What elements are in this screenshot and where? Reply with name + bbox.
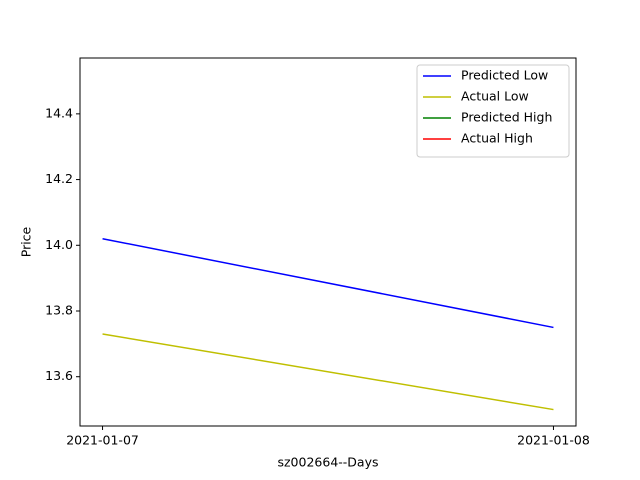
x-tick-label: 2021-01-08 — [517, 433, 590, 448]
legend-label: Predicted Low — [461, 68, 548, 83]
plot-frame — [79, 57, 577, 427]
line — [102, 237, 554, 329]
y-axis-label: Price — [19, 226, 34, 257]
line — [102, 333, 554, 411]
legend-box — [416, 64, 570, 158]
legend-label: Actual High — [461, 131, 533, 146]
y-tick-label: 14.0 — [45, 237, 73, 252]
x-tick-label: 2021-01-07 — [66, 433, 139, 448]
x-axis-label: sz002664--Days — [277, 455, 378, 470]
legend-label: Predicted High — [461, 110, 552, 125]
y-tick-label: 14.4 — [45, 105, 73, 120]
legend-label: Actual Low — [461, 89, 529, 104]
y-tick-label: 13.6 — [45, 368, 73, 383]
y-tick-label: 14.2 — [45, 171, 73, 186]
y-tick-label: 13.8 — [45, 303, 73, 318]
